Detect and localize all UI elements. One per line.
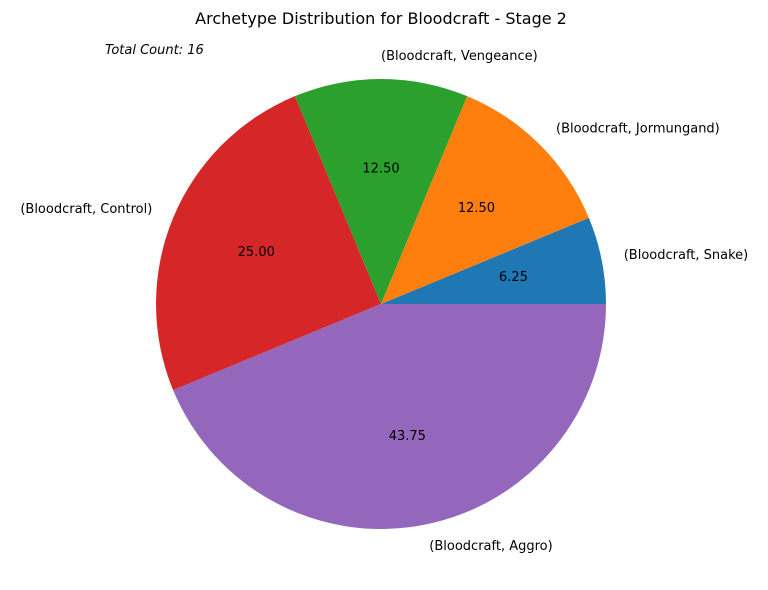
slice-label: (Bloodcraft, Vengeance) <box>381 49 538 64</box>
slice-label: (Bloodcraft, Control) <box>20 202 152 217</box>
slice-labels: (Bloodcraft, Snake) (Bloodcraft, Jormunga… <box>20 49 748 554</box>
total-count-annotation: Total Count: 16 <box>105 43 204 58</box>
percent-labels: 6.25 12.50 12.50 25.00 43.75 <box>238 162 528 444</box>
pie-slice <box>381 96 589 304</box>
percent-label: 12.50 <box>362 162 399 177</box>
percent-label: 25.00 <box>238 245 275 260</box>
percent-label: 43.75 <box>389 429 426 444</box>
pie-slice <box>294 78 468 304</box>
pie-slice <box>156 96 381 391</box>
slice-label: (Bloodcraft, Jormungand) <box>556 121 720 136</box>
slice-label: (Bloodcraft, Snake) <box>624 248 749 263</box>
pie-slice <box>381 217 606 304</box>
slice-label: (Bloodcraft, Aggro) <box>429 539 552 554</box>
chart-title: Archetype Distribution for Bloodcraft - … <box>195 9 567 28</box>
pie-slices <box>156 78 606 530</box>
pie-slice <box>173 304 606 530</box>
percent-label: 6.25 <box>499 270 528 285</box>
percent-label: 12.50 <box>458 201 495 216</box>
